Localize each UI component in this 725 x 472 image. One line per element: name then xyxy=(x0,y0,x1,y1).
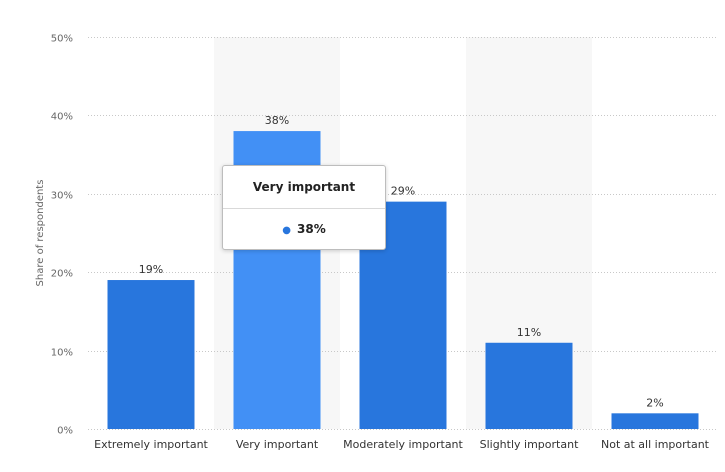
y-tick-label: 0% xyxy=(57,426,73,437)
y-tick-label: 20% xyxy=(51,269,73,280)
y-tick-label: 40% xyxy=(51,112,73,123)
tooltip-value: 38% xyxy=(297,222,326,236)
x-category-label: Very important xyxy=(236,438,319,451)
x-category-label: Extremely important xyxy=(94,438,208,451)
data-label: 11% xyxy=(517,326,541,339)
y-tick-label: 10% xyxy=(51,348,73,359)
series-dot-icon: ● xyxy=(282,225,291,236)
tooltip: Very important ● 38% xyxy=(222,165,386,250)
bars xyxy=(107,131,699,429)
bar-not-at-all-important[interactable] xyxy=(611,413,699,429)
y-axis-ticks: 0% 10% 20% 30% 40% 50% xyxy=(51,34,73,437)
bar-extremely-important[interactable] xyxy=(107,280,195,429)
tooltip-value-row: ● 38% xyxy=(223,209,385,249)
x-category-label: Moderately important xyxy=(343,438,463,451)
bar-slightly-important[interactable] xyxy=(485,342,573,429)
data-label: 19% xyxy=(139,263,163,276)
data-label: 38% xyxy=(265,114,289,127)
tooltip-title: Very important xyxy=(223,166,385,209)
data-label: 2% xyxy=(646,396,663,409)
data-labels: 19% 38% 29% 11% 2% xyxy=(139,114,664,409)
x-category-label: Slightly important xyxy=(480,438,579,451)
x-axis-categories: Extremely important Very important Moderat… xyxy=(94,438,710,451)
y-axis-label: Share of respondents xyxy=(35,180,46,287)
x-category-label: Not at all important xyxy=(601,438,710,451)
y-tick-label: 30% xyxy=(51,191,73,202)
y-tick-label: 50% xyxy=(51,34,73,45)
data-label: 29% xyxy=(391,185,415,198)
